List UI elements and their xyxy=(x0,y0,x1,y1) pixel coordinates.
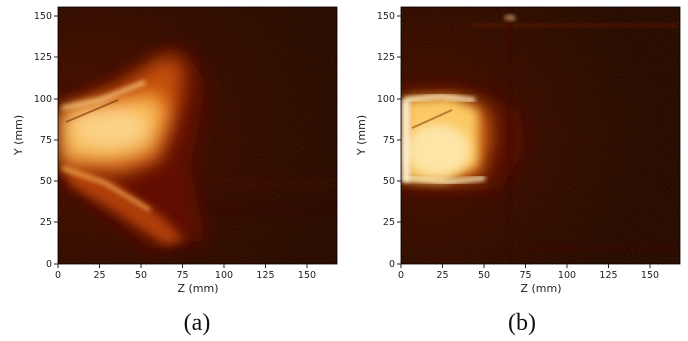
y-tick-label: 100 xyxy=(34,94,52,105)
y-axis-label-a: Y (mm) xyxy=(12,115,25,156)
x-axis-a: 0 25 50 75 100 125 150 Z (mm) xyxy=(55,264,316,295)
x-axis-label-a: Z (mm) xyxy=(177,282,218,295)
plot-frame-a xyxy=(57,6,338,265)
x-tick-label: 0 xyxy=(398,270,404,281)
x-tick-label: 75 xyxy=(519,270,531,281)
x-tick-label: 50 xyxy=(478,270,490,281)
x-axis-label-b: Z (mm) xyxy=(520,282,561,295)
y-axis-label-b: Y (mm) xyxy=(355,115,368,156)
y-tick-label: 150 xyxy=(34,11,52,22)
y-tick-label: 0 xyxy=(46,259,52,270)
y-tick-label: 25 xyxy=(40,217,52,228)
x-tick-label: 0 xyxy=(55,270,61,281)
y-tick-label: 0 xyxy=(389,259,395,270)
x-tick-label: 100 xyxy=(558,270,576,281)
panel-a: 0 25 50 75 100 125 150 Y (mm) 0 25 50 75… xyxy=(12,6,338,336)
y-tick-label: 75 xyxy=(40,135,52,146)
y-axis-a: 0 25 50 75 100 125 150 Y (mm) xyxy=(12,11,58,270)
x-tick-label: 150 xyxy=(298,270,316,281)
panel-b: 0 25 50 75 100 125 150 Y (mm) 0 25 50 75… xyxy=(355,6,681,336)
x-tick-label: 125 xyxy=(599,270,617,281)
spray-image-a xyxy=(58,7,337,264)
x-axis-b: 0 25 50 75 100 125 150 Z (mm) xyxy=(398,264,659,295)
y-tick-label: 25 xyxy=(383,217,395,228)
x-tick-label: 100 xyxy=(215,270,233,281)
plot-frame-b xyxy=(400,6,681,265)
caption-b: (b) xyxy=(508,310,536,336)
x-tick-label: 50 xyxy=(135,270,147,281)
x-tick-label: 25 xyxy=(436,270,448,281)
x-tick-label: 150 xyxy=(641,270,659,281)
x-tick-label: 125 xyxy=(256,270,274,281)
y-tick-label: 100 xyxy=(377,94,395,105)
y-tick-label: 75 xyxy=(383,135,395,146)
y-axis-b: 0 25 50 75 100 125 150 Y (mm) xyxy=(355,11,401,270)
y-tick-label: 125 xyxy=(34,52,52,63)
x-tick-label: 25 xyxy=(93,270,105,281)
y-tick-label: 125 xyxy=(377,52,395,63)
y-tick-label: 50 xyxy=(40,176,52,187)
y-tick-label: 150 xyxy=(377,11,395,22)
x-tick-label: 75 xyxy=(176,270,188,281)
spray-image-b xyxy=(401,7,680,264)
caption-a: (a) xyxy=(184,310,211,336)
y-tick-label: 50 xyxy=(383,176,395,187)
